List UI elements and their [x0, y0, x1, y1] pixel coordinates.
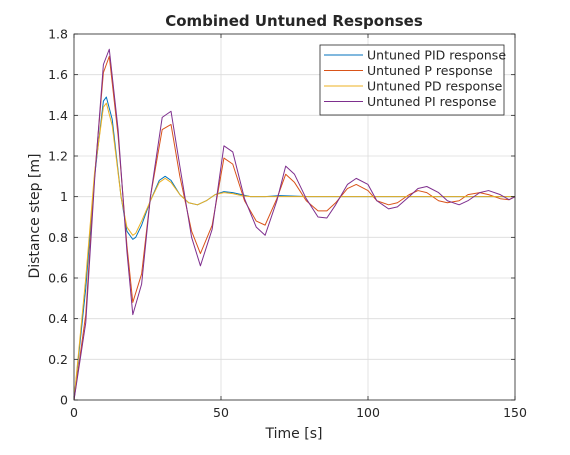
legend-box: [319, 44, 505, 116]
series-layer: [73, 48, 516, 401]
series-line-3: [73, 48, 516, 401]
y-axis-label: Distance step [m]: [27, 154, 43, 279]
y-tick-label: 1.8: [48, 27, 68, 42]
chart-title: Combined Untuned Responses: [165, 12, 423, 30]
y-tick-label: 1.2: [48, 149, 68, 164]
y-tick-label: 1.6: [48, 67, 68, 82]
x-tick-label: 50: [213, 405, 229, 420]
axes-box: [73, 33, 516, 401]
legend-entry-2: Untuned PD response: [367, 79, 503, 94]
y-tick-label: 0.6: [48, 271, 68, 286]
x-tick-label: 100: [356, 405, 380, 420]
legend-entry-0: Untuned PID response: [367, 48, 506, 63]
x-tick-label: 150: [503, 405, 527, 420]
y-tick-label: 0.4: [48, 311, 68, 326]
y-tick-label: 0: [60, 393, 68, 408]
y-tick-label: 1.4: [48, 108, 68, 123]
x-axis-label: Time [s]: [265, 426, 323, 442]
tick-labels: 0 50 100 150 0 0.2 0.4 0.6 0.8 1 1.2 1.4 1.6 1.8: [48, 27, 527, 421]
x-tick-label: 0: [70, 405, 78, 420]
y-tick-label: 0.8: [48, 230, 68, 245]
y-tick-label: 0.2: [48, 352, 68, 367]
y-tick-label: 1: [60, 189, 68, 204]
series-line-1: [73, 55, 516, 401]
series-line-2: [73, 102, 515, 401]
legend-entry-3: Untuned PI response: [367, 94, 497, 109]
axis-ticks: [73, 33, 516, 401]
legend-entry-1: Untuned P response: [367, 63, 493, 78]
